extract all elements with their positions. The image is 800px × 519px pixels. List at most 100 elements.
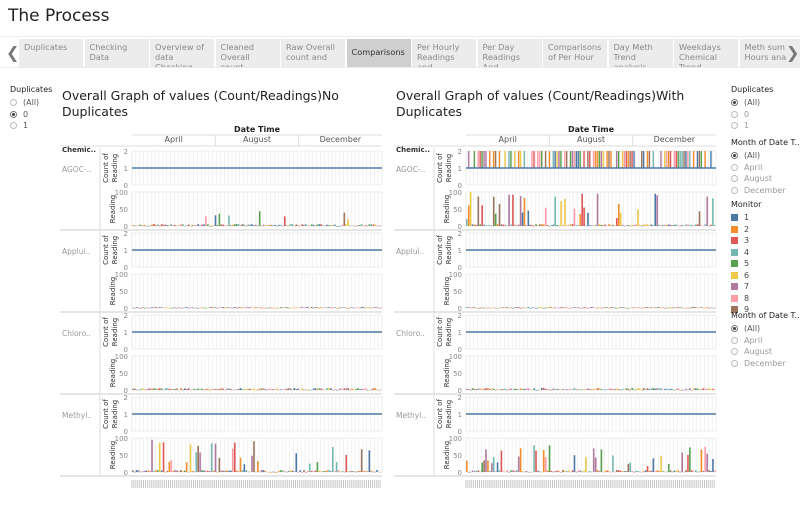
chevron-left-icon[interactable]: ❮ [6,43,20,62]
tab-per-day-readings-and[interactable]: Per Day Readings And [477,39,542,67]
tick-label: 100 [449,435,462,443]
filter-option[interactable]: August [731,346,799,358]
count-bar [544,151,547,169]
filter-option[interactable]: 1 [731,120,799,132]
chemical-label: Methyl.. [396,411,426,420]
chevron-right-icon[interactable]: ❯ [786,43,800,62]
reading-bar [652,458,655,472]
legend-item[interactable]: 5 [731,258,799,270]
tab-duplicates[interactable]: Duplicates [19,39,83,67]
reading-bar [579,307,582,309]
radio-icon[interactable] [731,348,738,356]
reading-bar [617,307,620,309]
legend-item[interactable]: 1 [731,212,799,224]
count-bar [631,151,633,169]
reading-bar [658,388,660,390]
radio-icon[interactable] [731,175,738,183]
legend-item[interactable]: 3 [731,235,799,247]
radio-icon[interactable] [731,152,738,160]
tab-per-hourly-readings-and[interactable]: Per Hourly Readings and [412,39,476,67]
radio-icon[interactable] [731,99,738,107]
tab-overview-of-data-checking[interactable]: Overview of data Checking [150,39,214,67]
reading-bar [174,389,176,390]
filter-option[interactable]: (All) [10,97,60,109]
tab-weekdays-chemical-trend[interactable]: Weekdays Chemical Trend [674,39,738,67]
reading-bar [554,471,557,472]
reading-bar [656,388,658,390]
count-bar [552,151,554,169]
reading-bar [187,307,190,309]
radio-icon[interactable] [731,325,738,333]
legend-item[interactable]: 4 [731,247,799,259]
reading-bar [293,387,296,390]
legend-item[interactable]: 2 [731,224,799,236]
tab-comparisons-of-per-hour[interactable]: Comparisons of Per Hour [543,39,607,67]
radio-icon[interactable] [10,110,17,118]
legend-item[interactable]: 6 [731,270,799,282]
reading-bar [235,389,238,391]
radio-icon[interactable] [731,336,738,344]
tab-cleaned-overall-count[interactable]: Cleaned Overall count [215,39,280,67]
reading-bar [616,307,618,309]
tab-meth-sum-hours-ana[interactable]: Meth sum Hours ana [739,39,800,67]
filter-option[interactable]: August [731,173,799,185]
reading-bar [681,307,683,309]
radio-icon[interactable] [731,186,738,194]
reading-bar [637,209,639,226]
reading-bar [257,225,259,227]
reading-bar [262,470,265,472]
reading-bar [479,224,482,226]
filter-option[interactable]: 0 [10,109,60,121]
radio-icon[interactable] [731,359,738,367]
legend-item[interactable]: 9 [731,304,799,316]
filter-option[interactable]: December [731,358,799,370]
filter-option[interactable]: (All) [731,97,799,109]
reading-bar [679,307,682,308]
filter-option[interactable]: (All) [731,323,799,335]
reading-bar [187,388,190,390]
filter-option[interactable]: (All) [731,150,799,162]
reading-bar [132,224,134,226]
tab-comparisons[interactable]: Comparisons [346,39,411,67]
reading-bar [143,470,146,472]
tab-day-meth-trend-analysis[interactable]: Day Meth Trend analysis [608,39,673,67]
reading-bar [514,388,516,390]
tick-label: 2 [124,394,128,402]
reading-bar [374,471,376,473]
filter-option[interactable]: April [731,162,799,174]
row-header: Chemic.. [396,146,430,154]
reading-bar [241,224,244,226]
reading-bar [519,196,522,226]
radio-icon[interactable] [10,99,17,107]
reading-bar [276,225,278,227]
filter-option[interactable]: 1 [10,120,60,132]
reading-bar [687,224,689,226]
reading-bar [623,471,626,472]
filter-option[interactable]: 0 [731,109,799,121]
tick-label: 0 [124,223,128,231]
reading-bar [199,452,201,472]
legend-swatch [731,248,738,256]
reading-bar [303,307,305,309]
tab-checking-data[interactable]: Checking Data [84,39,149,67]
reading-bar [544,207,547,226]
reading-bar [168,225,171,226]
reading-bar [155,224,157,226]
radio-icon[interactable] [731,110,738,118]
radio-icon[interactable] [731,163,738,171]
reading-bar [539,306,541,308]
reading-bar [189,389,192,391]
legend-swatch [731,214,738,222]
filter-option[interactable]: April [731,335,799,347]
reading-bar [525,388,528,390]
radio-icon[interactable] [10,122,17,130]
filter-option[interactable]: December [731,185,799,197]
legend-item[interactable]: 7 [731,281,799,293]
reading-bar [228,215,230,226]
legend-item[interactable]: 8 [731,293,799,305]
radio-icon[interactable] [731,122,738,130]
tab-raw-overall-count-and[interactable]: Raw Overall count and [281,39,345,67]
reading-bar [644,388,647,390]
reading-bar [596,470,599,472]
reading-bar [535,450,537,472]
